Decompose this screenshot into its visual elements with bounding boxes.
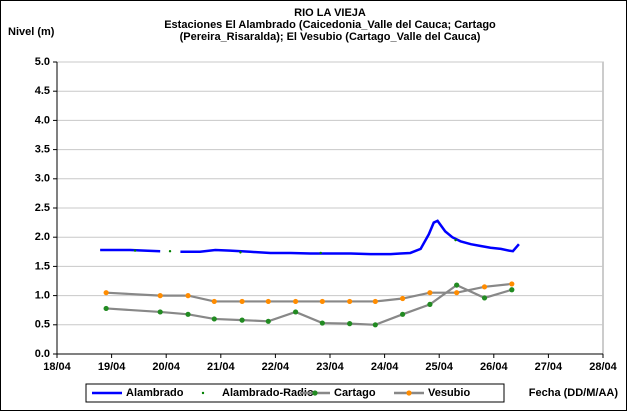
y-tick-label: 3.5 (35, 144, 50, 156)
x-tick-label: 18/04 (43, 361, 71, 373)
legend-label: Cartago (334, 387, 376, 399)
point (239, 251, 242, 254)
point (211, 298, 217, 305)
series-line (180, 219, 520, 256)
point (319, 298, 325, 305)
point (293, 309, 299, 315)
x-tick-label: 23/04 (316, 361, 344, 373)
x-tick-label: 19/04 (98, 361, 126, 373)
point (400, 311, 406, 317)
legend-marker (406, 390, 412, 396)
point (103, 290, 109, 296)
point (211, 316, 217, 322)
point (454, 290, 460, 296)
point (157, 309, 163, 315)
point (265, 318, 271, 324)
y-tick-label: 2.5 (35, 202, 50, 214)
y-tick-label: 5.0 (35, 56, 50, 68)
legend-box (85, 383, 505, 403)
legend-label: Alambrado-Radio (222, 387, 314, 399)
y-tick-label: 0.0 (35, 348, 50, 360)
point (239, 317, 245, 323)
point (400, 295, 406, 302)
point (319, 251, 322, 255)
chart-title: RIO LA VIEJA (294, 7, 366, 19)
x-tick-label: 22/04 (262, 361, 290, 373)
point (293, 298, 299, 305)
point (103, 305, 109, 312)
point (185, 311, 191, 317)
y-tick-label: 4.5 (35, 85, 50, 97)
legend-label: Alambrado (126, 387, 184, 399)
point (427, 290, 433, 296)
y-tick-label: 0.5 (35, 319, 50, 331)
point (481, 284, 488, 290)
x-tick-label: 20/04 (152, 361, 180, 373)
chart-subtitle: (Pereira_Risaralda); El Vesubio (Cartago… (180, 31, 481, 43)
x-tick-label: 21/04 (207, 361, 235, 373)
point (509, 287, 515, 293)
point (133, 249, 137, 252)
x-tick-label: 27/04 (535, 361, 563, 373)
point (372, 298, 378, 305)
point (239, 298, 245, 305)
point (319, 320, 325, 326)
point (265, 298, 271, 305)
point (168, 250, 172, 253)
point (509, 281, 515, 287)
legend-marker (312, 390, 318, 396)
point (372, 322, 378, 328)
point (481, 295, 488, 301)
point (454, 282, 460, 288)
x-axis-label: Fecha (DD/M/AA) (529, 387, 619, 399)
legend-label: Vesubio (428, 387, 470, 399)
point (454, 238, 457, 242)
point (427, 301, 433, 307)
x-tick-label: 28/04 (589, 361, 617, 373)
y-tick-label: 4.0 (35, 114, 50, 126)
point (185, 293, 191, 299)
y-tick-label: 3.0 (35, 173, 50, 185)
point (347, 321, 353, 327)
series-line (100, 248, 161, 253)
y-tick-label: 1.5 (35, 260, 50, 272)
point (157, 293, 163, 299)
point (347, 298, 353, 305)
y-axis-label: Nivel (m) (8, 26, 55, 38)
x-tick-label: 25/04 (425, 361, 453, 373)
x-tick-label: 24/04 (371, 361, 399, 373)
x-tick-label: 26/04 (480, 361, 508, 373)
legend-marker (201, 391, 205, 395)
y-tick-label: 1.0 (35, 290, 50, 302)
chart-subtitle: Estaciones El Alambrado (Caicedonia_Vall… (164, 19, 496, 31)
y-tick-label: 2.0 (35, 231, 50, 243)
